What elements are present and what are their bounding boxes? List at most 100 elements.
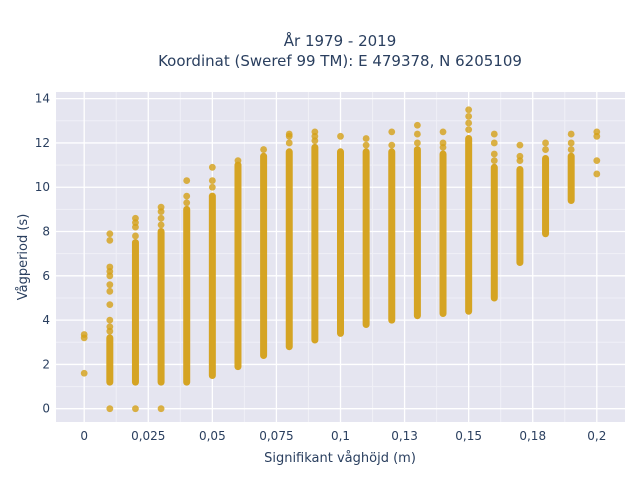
data-point <box>542 139 549 147</box>
data-point <box>106 263 114 271</box>
data-point <box>490 157 498 165</box>
data-point <box>542 146 549 153</box>
chart-title-line-2: Koordinat (Sweref 99 TM): E 479378, N 62… <box>158 52 522 70</box>
data-point <box>388 141 396 149</box>
data-point <box>106 316 114 324</box>
data-point <box>183 177 191 184</box>
data-point <box>132 214 139 222</box>
chart-title-line-1: År 1979 - 2019 <box>284 31 397 50</box>
y-tick-label: 2 <box>42 357 50 371</box>
data-point <box>337 132 344 140</box>
dense-point-cluster <box>388 148 396 324</box>
data-point <box>490 150 498 158</box>
x-tick-label: 0 <box>80 429 88 443</box>
data-point <box>132 232 139 240</box>
data-point <box>106 323 114 331</box>
y-axis-title: Vågperiod (s) <box>16 214 31 301</box>
data-point <box>593 128 601 136</box>
data-point <box>106 236 114 244</box>
data-point <box>413 139 421 147</box>
dense-point-cluster <box>285 148 293 351</box>
data-point <box>106 405 114 413</box>
y-tick-label: 8 <box>42 225 50 239</box>
dense-point-cluster <box>311 143 319 344</box>
data-point <box>439 128 447 136</box>
y-tick-label: 12 <box>35 136 50 150</box>
data-point <box>567 130 575 138</box>
dense-point-cluster <box>413 146 421 320</box>
data-point <box>311 128 319 136</box>
data-point <box>465 112 473 120</box>
data-point <box>413 121 421 129</box>
data-point <box>157 214 165 222</box>
data-point <box>439 139 447 147</box>
data-points <box>80 106 601 413</box>
x-tick-label: 0,18 <box>519 429 546 443</box>
dense-point-cluster <box>465 135 473 315</box>
y-tick-label: 4 <box>42 313 50 327</box>
x-tick-label: 0,025 <box>131 429 165 443</box>
data-point <box>106 281 114 289</box>
data-point <box>516 152 524 160</box>
data-point <box>285 130 293 138</box>
dense-point-cluster <box>157 228 165 386</box>
data-point <box>260 146 268 153</box>
dense-point-cluster <box>234 161 242 371</box>
data-point <box>80 331 88 338</box>
x-tick-label: 0,075 <box>259 429 293 443</box>
dense-point-cluster <box>183 205 191 386</box>
data-point <box>388 128 396 136</box>
data-point <box>593 170 601 178</box>
dense-point-cluster <box>490 163 498 302</box>
data-point <box>567 146 575 153</box>
dense-point-cluster <box>337 148 344 337</box>
data-point <box>106 230 114 238</box>
data-point <box>465 126 473 134</box>
tick-labels: 0 2 4 6 8 10 12 14 0 0,025 0,05 0,075 0,1 0,13 0,15 0,1… <box>35 92 607 443</box>
data-point <box>157 405 165 413</box>
data-point <box>183 199 191 207</box>
data-point <box>490 139 498 147</box>
data-point <box>208 163 216 171</box>
data-point <box>80 369 88 377</box>
dense-point-cluster <box>260 152 268 360</box>
x-tick-label: 0,1 <box>331 429 350 443</box>
dense-point-cluster <box>542 154 550 238</box>
data-point <box>234 157 242 165</box>
data-point <box>132 405 139 413</box>
data-point <box>183 192 191 200</box>
data-point <box>413 130 421 138</box>
data-point <box>593 157 601 165</box>
y-tick-label: 14 <box>35 92 50 106</box>
data-point <box>157 221 165 229</box>
data-point <box>285 139 293 147</box>
data-point <box>208 177 216 184</box>
y-tick-label: 6 <box>42 269 50 283</box>
dense-point-cluster <box>362 148 370 329</box>
dense-point-cluster <box>567 152 575 205</box>
dense-point-cluster <box>439 150 447 317</box>
dense-point-cluster <box>106 334 114 386</box>
data-point <box>465 106 473 114</box>
x-tick-label: 0,13 <box>391 429 418 443</box>
y-tick-label: 0 <box>42 402 50 416</box>
x-axis-title: Signifikant våghöjd (m) <box>264 451 416 466</box>
dense-point-cluster <box>131 239 139 386</box>
dense-point-cluster <box>208 192 216 379</box>
data-point <box>490 130 498 138</box>
x-tick-label: 0,2 <box>587 429 606 443</box>
data-point <box>465 119 473 127</box>
data-point <box>516 141 524 149</box>
x-tick-label: 0,05 <box>199 429 226 443</box>
data-point <box>362 141 370 149</box>
x-tick-label: 0,15 <box>455 429 482 443</box>
data-point <box>106 287 114 295</box>
data-point <box>362 135 370 142</box>
data-point <box>157 203 165 211</box>
dense-point-cluster <box>516 166 524 267</box>
data-point <box>208 183 216 191</box>
data-point <box>106 301 114 309</box>
y-tick-label: 10 <box>35 180 50 194</box>
